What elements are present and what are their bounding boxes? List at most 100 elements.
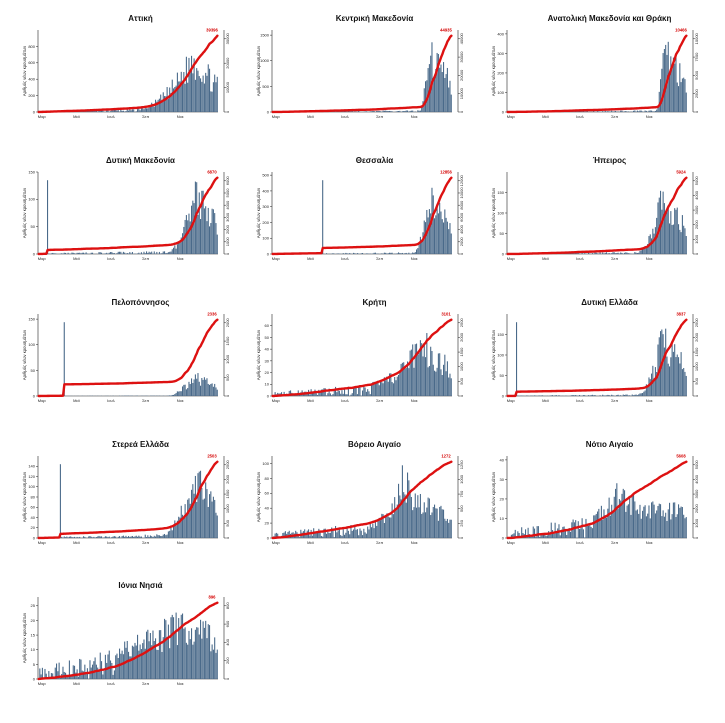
daily-case-bar <box>410 491 411 538</box>
daily-case-bar <box>433 365 434 396</box>
cumulative-tick-label: 10000 <box>225 81 230 93</box>
daily-case-bar <box>213 497 214 538</box>
daily-case-bar <box>105 536 106 538</box>
daily-case-bar <box>165 253 166 254</box>
daily-case-bar <box>678 504 679 538</box>
daily-case-bar <box>214 213 215 254</box>
daily-case-bar <box>69 537 70 538</box>
daily-case-bar <box>92 537 93 538</box>
daily-case-bar <box>634 501 635 538</box>
daily-case-bar <box>625 111 626 112</box>
x-tick-label: Μαρ <box>272 114 281 119</box>
daily-case-bar <box>128 111 129 112</box>
daily-case-bar <box>440 65 441 112</box>
daily-case-bar <box>648 111 649 112</box>
cumulative-tick-label: 3000 <box>225 212 230 222</box>
y-tick-label: 60 <box>31 505 36 510</box>
x-tick-label: Μαρ <box>272 256 281 261</box>
daily-case-bar <box>200 620 201 679</box>
daily-case-bar <box>214 500 215 538</box>
cumulative-total-label: 12856 <box>440 170 452 175</box>
daily-case-bar <box>390 518 391 538</box>
cumulative-tick-label: 5000 <box>694 176 699 186</box>
daily-case-bar <box>615 253 616 254</box>
daily-case-bar <box>187 220 188 254</box>
daily-case-bar <box>172 395 173 396</box>
daily-case-bar <box>354 388 355 396</box>
daily-case-bar <box>124 537 125 538</box>
daily-case-bar <box>669 75 670 112</box>
daily-case-bar <box>684 372 685 396</box>
daily-case-bar <box>661 516 662 538</box>
daily-case-bar <box>547 535 548 538</box>
daily-case-bar <box>349 111 350 112</box>
daily-case-bar <box>213 209 214 254</box>
daily-case-bar <box>645 111 646 112</box>
daily-case-bar <box>116 253 117 254</box>
x-tick-label: Ιουλ <box>107 114 115 119</box>
daily-case-bar <box>654 505 655 538</box>
daily-case-bar <box>606 395 607 396</box>
daily-case-bar <box>384 253 385 254</box>
cumulative-tick-label: 0 <box>694 252 699 255</box>
daily-case-bar <box>642 111 643 112</box>
y-tick-label: 0 <box>33 676 36 681</box>
daily-case-bar <box>431 351 432 396</box>
daily-case-bar <box>120 252 121 254</box>
daily-case-bar <box>150 633 151 679</box>
daily-case-bar <box>435 372 436 396</box>
daily-case-bar <box>372 111 373 112</box>
daily-case-bar <box>393 514 394 538</box>
cumulative-tick-label: 0 <box>459 110 464 113</box>
daily-case-bar <box>356 387 357 396</box>
daily-case-bar <box>439 203 440 254</box>
daily-case-bar <box>91 253 92 254</box>
daily-case-bar <box>205 380 206 396</box>
cumulative-tick-label: 0 <box>694 110 699 113</box>
daily-case-bar <box>125 111 126 112</box>
cumulative-tick-label: 1500 <box>694 347 699 357</box>
daily-case-bar <box>141 537 142 538</box>
daily-case-bar <box>583 529 584 538</box>
cumulative-total-label: 1272 <box>441 454 451 459</box>
daily-case-bar <box>336 392 337 396</box>
daily-case-bar <box>383 111 384 112</box>
daily-case-bar <box>84 253 85 254</box>
daily-case-bar <box>137 109 138 112</box>
daily-case-bar <box>164 251 165 254</box>
daily-case-bar <box>628 395 629 396</box>
daily-case-bar <box>194 203 195 254</box>
daily-case-bar <box>615 489 616 538</box>
daily-case-bar <box>321 536 322 538</box>
y-tick-label: 100 <box>497 210 504 215</box>
daily-case-bar <box>686 93 687 112</box>
daily-case-bar <box>651 111 652 112</box>
daily-case-bar <box>195 476 196 538</box>
daily-case-bar <box>415 111 416 112</box>
daily-case-bar <box>105 655 106 679</box>
daily-case-bar <box>96 537 97 538</box>
y-tick-label: 0 <box>267 109 270 114</box>
y-tick-label: 300 <box>262 204 269 209</box>
daily-case-bar <box>177 645 178 679</box>
daily-case-bar <box>684 518 685 538</box>
daily-case-bar <box>449 81 450 112</box>
daily-case-bar <box>73 665 74 679</box>
x-tick-label: Νοε <box>411 398 418 403</box>
y-axis-title: Αριθμός νέων κρουσμάτων <box>22 46 27 96</box>
daily-case-bar <box>571 395 572 396</box>
daily-case-bar <box>154 536 155 538</box>
daily-case-bar <box>161 652 162 679</box>
daily-case-bar <box>140 110 141 112</box>
daily-case-bar <box>52 253 53 254</box>
daily-case-bar <box>78 537 79 538</box>
daily-case-bar <box>607 509 608 538</box>
y-tick-label: 10 <box>265 382 270 387</box>
daily-case-bar <box>134 536 135 538</box>
y-tick-label: 120 <box>28 474 35 479</box>
daily-case-bar <box>107 537 108 538</box>
daily-case-bar <box>118 658 119 679</box>
daily-case-bar <box>205 73 206 112</box>
